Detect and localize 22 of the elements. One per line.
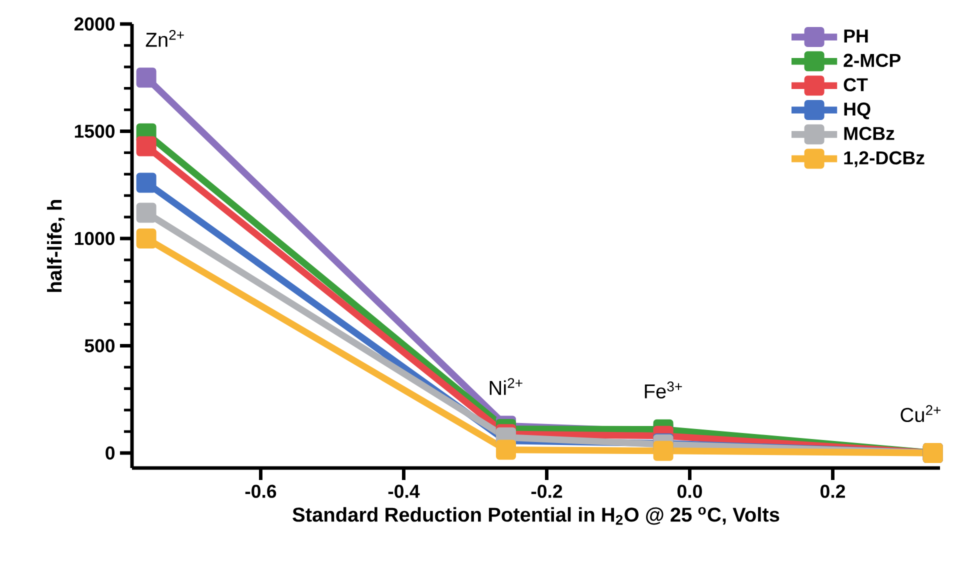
y-tick-label: 1500 [74,124,115,138]
annotation: Cu$^{2+}$ [900,405,941,422]
y-axis-title: half-life, h [47,200,65,292]
x-tick-label: -0.2 [531,484,562,498]
x-tick-label: 0.2 [820,484,845,498]
legend-label: HQ [844,102,870,120]
legend-label: MCBz [844,126,894,140]
y-tick-label: 500 [84,339,115,352]
y-tick-label: 1000 [74,232,115,246]
legend-label: 1,2-DCBz [844,151,924,168]
y-tick-label: 2000 [74,17,115,31]
x-axis-title: Standard Reduction Potential in H$_{2}$O @ 25 $^{o}$C, Volts [292,507,780,525]
legend-label: CT [844,78,868,92]
x-tick-label: -0.6 [245,484,276,498]
y-tick-label: 0 [106,446,115,460]
annotation: Fe$^{3+}$ [644,382,682,398]
x-tick-label: 0.0 [678,484,702,498]
legend-label: PH [844,30,868,42]
annotation: Ni$^{2+}$ [490,378,522,395]
annotation: Zn$^{2+}$ [146,30,184,47]
legend-label: 2-MCP [844,54,900,68]
x-tick-label: -0.4 [388,484,420,498]
